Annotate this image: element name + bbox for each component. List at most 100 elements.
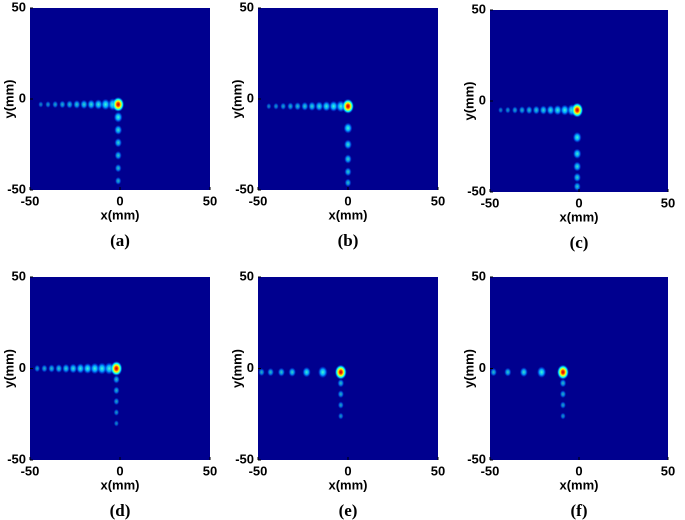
intensity-spot — [315, 101, 324, 112]
intensity-spot — [337, 401, 344, 409]
intensity-spot — [113, 420, 119, 427]
intensity-spot — [52, 100, 59, 109]
x-tick-label: -50 — [481, 463, 500, 478]
x-tick-label: 0 — [575, 463, 582, 478]
intensity-spot — [338, 412, 344, 420]
y-axis-label: y(mm) — [229, 79, 244, 118]
x-tick-label: 50 — [431, 193, 445, 208]
intensity-spot — [337, 390, 344, 399]
x-tick-label: -50 — [21, 463, 40, 478]
panel-caption: (a) — [110, 231, 130, 250]
intensity-spot — [59, 100, 66, 109]
intensity-spot — [329, 100, 338, 112]
intensity-spot — [112, 96, 125, 112]
y-tick-label: 0 — [479, 360, 486, 375]
intensity-spot — [337, 378, 345, 388]
intensity-spot — [90, 362, 100, 375]
panel-caption: (e) — [339, 501, 358, 520]
x-axis-label: x(mm) — [328, 477, 367, 492]
intensity-spot — [101, 98, 111, 111]
spots — [490, 364, 569, 420]
intensity-spot — [113, 397, 120, 406]
x-axis-label: x(mm) — [559, 209, 598, 224]
intensity-spot — [573, 161, 582, 172]
spots — [258, 364, 347, 420]
intensity-spot — [511, 106, 518, 114]
x-axis-label: x(mm) — [100, 207, 139, 222]
intensity-spot — [556, 364, 569, 380]
x-axis-label: x(mm) — [328, 207, 367, 222]
intensity-spot — [113, 375, 120, 384]
intensity-spot — [69, 363, 78, 374]
x-tick-label: 0 — [575, 195, 582, 210]
intensity-spot — [490, 367, 497, 377]
y-tick-label: -50 — [235, 451, 254, 466]
intensity-spot — [80, 99, 88, 110]
intensity-spot — [308, 101, 316, 112]
y-tick-label: -50 — [235, 181, 254, 196]
intensity-spot — [288, 367, 297, 377]
y-tick-label: 50 — [240, 268, 254, 283]
x-tick-label: 0 — [116, 193, 123, 208]
x-tick-label: 0 — [116, 463, 123, 478]
y-tick-label: -50 — [467, 183, 486, 198]
spots — [38, 96, 125, 185]
plot-background — [490, 10, 668, 192]
x-tick-label: 0 — [344, 193, 351, 208]
intensity-spot — [66, 100, 73, 109]
intensity-spot — [342, 98, 354, 114]
intensity-spot — [114, 163, 122, 173]
x-axis-label: x(mm) — [559, 477, 598, 492]
x-tick-label: 50 — [661, 463, 675, 478]
y-axis-label: y(mm) — [461, 349, 476, 388]
intensity-spot — [55, 364, 63, 373]
intensity-spot — [344, 167, 352, 177]
y-tick-label: 0 — [247, 90, 254, 105]
intensity-spot — [560, 104, 570, 116]
intensity-spot — [110, 361, 123, 376]
y-axis-label: y(mm) — [1, 349, 16, 388]
intensity-spot — [572, 131, 582, 143]
intensity-spot — [559, 378, 567, 388]
x-tick-label: -50 — [249, 463, 268, 478]
x-axis-label: x(mm) — [100, 477, 139, 492]
intensity-spot — [318, 366, 328, 379]
intensity-spot — [504, 367, 512, 377]
y-tick-label: 50 — [12, 268, 26, 283]
intensity-spot — [525, 105, 533, 115]
spots — [498, 102, 584, 192]
intensity-spot — [344, 178, 352, 187]
y-tick-label: 0 — [247, 360, 254, 375]
y-tick-label: 0 — [19, 90, 26, 105]
intensity-spot — [573, 172, 582, 183]
y-tick-label: 0 — [479, 92, 486, 107]
spots — [34, 361, 123, 427]
intensity-spot — [113, 111, 123, 123]
intensity-spot — [114, 137, 122, 148]
y-axis-label: y(mm) — [461, 81, 476, 120]
intensity-spot — [287, 102, 294, 111]
intensity-spot — [505, 106, 511, 114]
intensity-spot — [258, 368, 265, 377]
intensity-spot — [267, 367, 274, 377]
intensity-spot — [113, 386, 120, 395]
intensity-spot — [83, 363, 92, 374]
intensity-spot — [344, 139, 352, 150]
intensity-spot — [560, 412, 566, 420]
plot-background — [258, 277, 438, 460]
intensity-spot — [48, 364, 55, 373]
panel-caption: (f) — [571, 501, 588, 520]
intensity-spot — [537, 366, 547, 378]
y-tick-label: 50 — [12, 0, 26, 14]
x-tick-label: 50 — [661, 195, 675, 210]
panel-caption: (b) — [338, 231, 359, 250]
x-tick-label: -50 — [481, 195, 500, 210]
intensity-spot — [573, 182, 581, 192]
x-tick-label: 0 — [344, 463, 351, 478]
intensity-spot — [343, 122, 353, 134]
plot-background — [490, 277, 668, 460]
y-tick-label: 0 — [19, 360, 26, 375]
intensity-spot — [115, 176, 122, 185]
y-tick-label: -50 — [7, 451, 26, 466]
intensity-spot — [266, 103, 272, 110]
